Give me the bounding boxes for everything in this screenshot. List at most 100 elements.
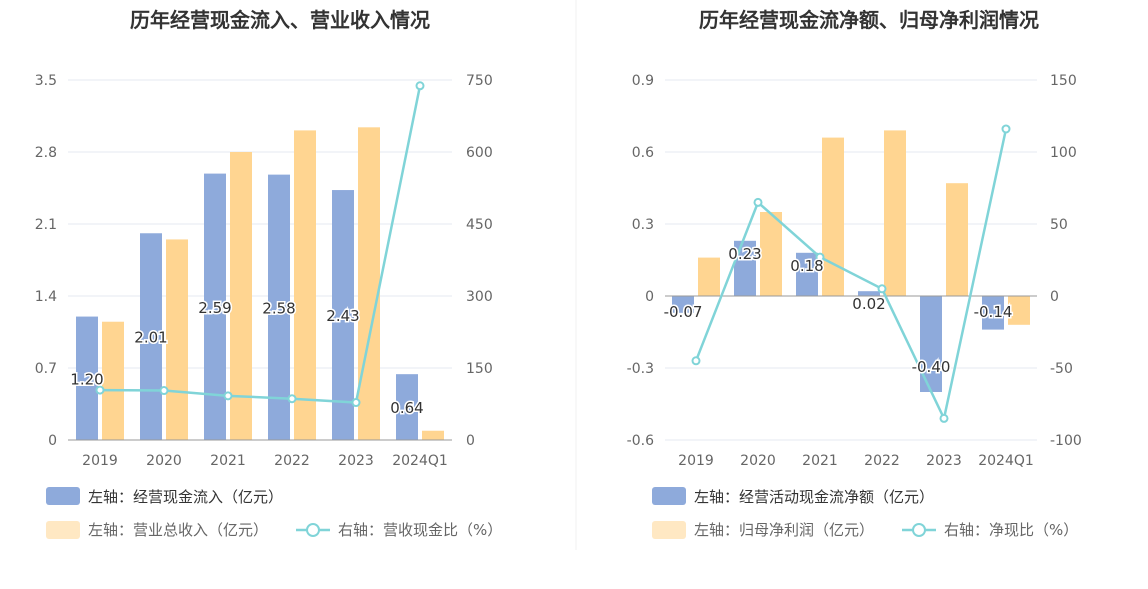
ratio-point	[815, 252, 825, 262]
legend-label-secondary[interactable]: 左轴：营业总收入（亿元）	[88, 521, 268, 539]
x-axis-tick: 2020	[740, 453, 776, 469]
ratio-point	[1001, 124, 1011, 134]
x-axis-tick: 2019	[82, 453, 118, 469]
bar-secondary	[422, 430, 444, 440]
right-axis-tick: 50	[1050, 217, 1068, 233]
x-axis-tick: 2024Q1	[392, 453, 448, 469]
ratio-point	[351, 398, 361, 408]
legend-label-line[interactable]: 右轴：营收现金比（%）	[338, 521, 502, 539]
x-axis-tick: 2022	[274, 453, 310, 469]
legend-label-primary[interactable]: 左轴：经营现金流入（亿元）	[88, 488, 283, 506]
right-axis-tick: -50	[1050, 361, 1073, 377]
x-axis-tick: 2022	[864, 453, 900, 469]
ratio-point	[159, 386, 169, 396]
left-axis-tick: 0	[48, 433, 57, 449]
left-axis-tick: 0.9	[632, 73, 654, 89]
right-axis-tick: 750	[466, 73, 493, 89]
legend-swatch-secondary[interactable]	[46, 521, 80, 539]
x-axis-tick: 2024Q1	[978, 453, 1034, 469]
bar-data-label: 2.43	[326, 307, 359, 325]
legend-label-line[interactable]: 右轴：净现比（%）	[944, 521, 1078, 539]
x-axis-tick: 2023	[338, 453, 374, 469]
left-axis-tick: 0	[645, 289, 654, 305]
legend-swatch-primary[interactable]	[652, 487, 686, 505]
chart-panel-1: 历年经营现金流入、营业收入情况 0 0.7 1.4 2.1 2.8 3.5 0 150 300 45…	[35, 8, 502, 539]
ratio-point	[877, 284, 887, 294]
bar-primary	[982, 296, 1004, 330]
bar-data-label: -0.40	[912, 358, 951, 376]
ratio-point	[415, 81, 425, 91]
bar-secondary	[822, 137, 844, 296]
bar-secondary	[1008, 296, 1030, 325]
bar-secondary	[946, 183, 968, 296]
right-axis-tick: 0	[466, 433, 475, 449]
left-axis-tick: 0.6	[632, 145, 654, 161]
legend-label-primary[interactable]: 左轴：经营活动现金流净额（亿元）	[694, 488, 934, 506]
legend-swatch-secondary[interactable]	[652, 521, 686, 539]
bar-primary	[734, 240, 756, 296]
right-axis-tick: 150	[1050, 73, 1077, 89]
bar-primary	[920, 296, 942, 392]
legend-line-point[interactable]	[912, 523, 926, 537]
bar-data-label: 0.02	[852, 295, 885, 313]
right-axis-tick: 150	[466, 361, 493, 377]
bar-primary	[204, 173, 226, 440]
bar-primary	[396, 374, 418, 440]
bar-primary	[858, 291, 880, 296]
right-axis-tick: 450	[466, 217, 493, 233]
bar-primary	[76, 316, 98, 440]
ratio-point	[939, 413, 949, 423]
ratio-point	[287, 394, 297, 404]
bar-primary	[140, 233, 162, 440]
left-axis-tick: 0.3	[632, 217, 654, 233]
bar-secondary	[166, 239, 188, 440]
x-axis-tick: 2019	[678, 453, 714, 469]
legend-label-secondary[interactable]: 左轴：归母净利润（亿元）	[694, 521, 874, 539]
left-axis-tick: -0.3	[627, 361, 654, 377]
bar-secondary	[102, 321, 124, 440]
right-axis-tick: 300	[466, 289, 493, 305]
bar-secondary	[760, 212, 782, 296]
bar-secondary	[884, 130, 906, 296]
right-axis-tick: 100	[1050, 145, 1077, 161]
ratio-point	[223, 391, 233, 401]
right-axis-tick: -100	[1050, 433, 1082, 449]
bar-primary	[332, 190, 354, 440]
bar-secondary	[294, 130, 316, 440]
x-axis-tick: 2021	[802, 453, 838, 469]
bar-data-label: -0.14	[974, 303, 1013, 321]
legend-swatch-primary[interactable]	[46, 487, 80, 505]
left-axis-tick: -0.6	[627, 433, 654, 449]
bar-secondary	[698, 257, 720, 296]
bar-secondary	[230, 152, 252, 440]
bar-primary	[268, 174, 290, 440]
bar-secondary	[358, 127, 380, 441]
ratio-line	[99, 85, 422, 404]
x-axis-tick: 2021	[210, 453, 246, 469]
left-axis-tick: 3.5	[35, 73, 57, 89]
bar-data-label: 0.23	[728, 245, 761, 263]
left-axis-tick: 2.1	[35, 217, 57, 233]
bar-data-label: 1.20	[70, 370, 103, 388]
x-axis-tick: 2023	[926, 453, 962, 469]
bar-primary	[796, 252, 818, 296]
ratio-line	[694, 128, 1008, 423]
chart-title: 历年经营现金流净额、归母净利润情况	[699, 8, 1039, 32]
bar-data-label: 2.59	[198, 299, 231, 317]
bar-data-label: 0.64	[390, 399, 423, 417]
bar-primary	[672, 296, 694, 313]
chart-panel-2: 历年经营现金流净额、归母净利润情况 -0.6 -0.3 0 0.3 0.6 0.9 -100 -…	[627, 8, 1082, 539]
right-axis-tick: 0	[1050, 289, 1059, 305]
bar-data-label: 2.01	[134, 329, 167, 347]
left-axis-tick: 2.8	[35, 145, 57, 161]
ratio-point	[753, 197, 763, 207]
bar-data-label: 2.58	[262, 299, 295, 317]
right-axis-tick: 600	[466, 145, 493, 161]
left-axis-tick: 1.4	[35, 289, 57, 305]
bar-data-label: -0.07	[664, 303, 703, 321]
ratio-point	[95, 385, 105, 395]
legend-line-point[interactable]	[306, 523, 320, 537]
x-axis-tick: 2020	[146, 453, 182, 469]
left-axis-tick: 0.7	[35, 361, 57, 377]
